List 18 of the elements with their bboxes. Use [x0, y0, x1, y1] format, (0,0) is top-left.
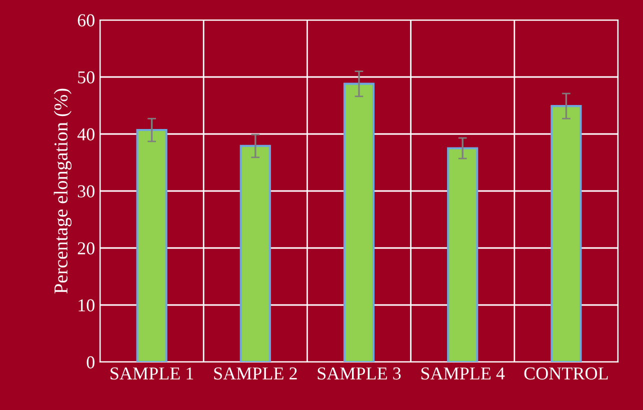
y-tick-label: 10	[78, 299, 94, 312]
bar	[447, 147, 478, 362]
y-tick-label: 60	[78, 14, 94, 26]
y-tick-label: 30	[78, 185, 94, 198]
y-tick-label: 0	[86, 356, 94, 368]
y-axis-title: Percentage elongation (%)	[54, 88, 72, 294]
x-tick-label: SAMPLE 4	[421, 367, 505, 380]
x-tick-label: SAMPLE 2	[214, 367, 297, 380]
x-tick-label: SAMPLE 1	[110, 367, 194, 380]
y-tick-label: 50	[78, 71, 94, 84]
y-tick-label: 20	[78, 242, 94, 254]
bar	[343, 82, 375, 362]
bar	[240, 144, 271, 362]
bar	[136, 128, 168, 362]
bar	[550, 105, 582, 362]
x-tick-label: SAMPLE 3	[318, 367, 401, 380]
y-tick-label: 40	[77, 128, 94, 140]
x-tick-label: CONTROL	[524, 367, 608, 380]
